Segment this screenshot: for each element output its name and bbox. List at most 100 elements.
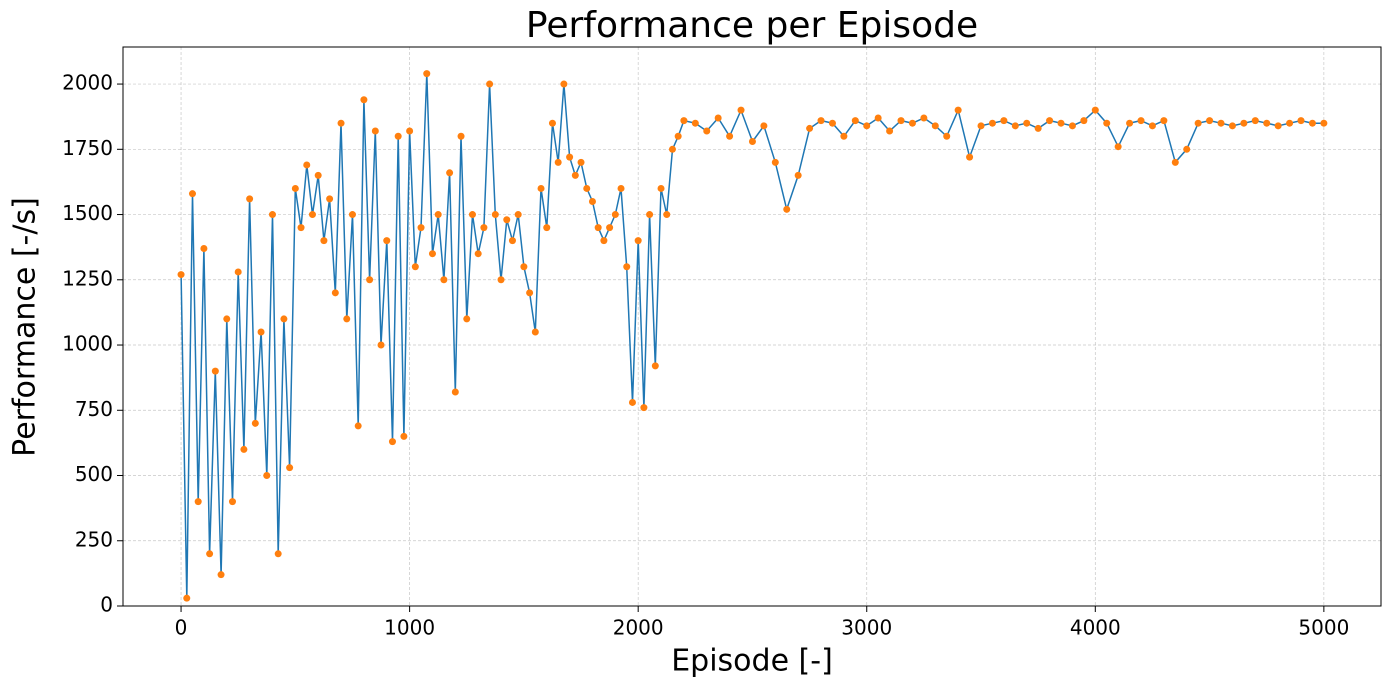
data-point [1057, 119, 1065, 127]
y-tick-label: 1500 [62, 201, 113, 225]
x-tick-label: 3000 [841, 616, 892, 640]
plot-frame [122, 46, 1382, 607]
data-point [537, 184, 545, 192]
data-point [491, 211, 499, 219]
data-point [503, 216, 511, 224]
x-tick-label: 5000 [1298, 616, 1349, 640]
x-axis-label: Episode [-] [671, 644, 833, 679]
data-point [360, 96, 368, 104]
data-point [286, 464, 294, 472]
data-point [794, 171, 802, 179]
data-point [474, 250, 482, 258]
data-point [1228, 122, 1236, 130]
data-point [1217, 119, 1225, 127]
data-point [931, 122, 939, 130]
data-point [628, 398, 636, 406]
data-point [508, 237, 516, 245]
data-point [291, 184, 299, 192]
y-tick-label: 1000 [62, 332, 113, 356]
data-point [1297, 117, 1305, 125]
data-point [177, 271, 185, 279]
data-point [543, 224, 551, 232]
series-line [180, 73, 1324, 599]
data-point [571, 171, 579, 179]
y-tick-label: 1250 [62, 266, 113, 290]
data-point [326, 195, 334, 203]
y-tick-label: 2000 [62, 71, 113, 95]
data-point [634, 237, 642, 245]
data-point [206, 550, 214, 558]
data-point [703, 127, 711, 135]
data-point [588, 197, 596, 205]
data-point [463, 315, 471, 323]
data-point [783, 205, 791, 213]
data-point [274, 550, 282, 558]
data-point [531, 328, 539, 336]
data-point [217, 571, 225, 579]
data-point [1263, 119, 1271, 127]
data-point [640, 404, 648, 412]
y-tick-label: 0 [100, 593, 113, 617]
data-point [920, 114, 928, 122]
data-point [383, 237, 391, 245]
y-tick-label: 500 [75, 462, 113, 486]
data-point [680, 117, 688, 125]
data-point [480, 224, 488, 232]
data-point [977, 122, 985, 130]
data-point [1171, 158, 1179, 166]
data-point [617, 184, 625, 192]
data-point [308, 211, 316, 219]
data-point [760, 122, 768, 130]
data-point [377, 341, 385, 349]
x-tick-label: 1000 [384, 616, 435, 640]
data-point [817, 117, 825, 125]
data-point [726, 132, 734, 140]
data-point [320, 237, 328, 245]
data-point [600, 237, 608, 245]
data-point [611, 211, 619, 219]
data-point [674, 132, 682, 140]
data-point [366, 276, 374, 284]
data-point [468, 211, 476, 219]
data-point [303, 161, 311, 169]
data-point [183, 594, 191, 602]
data-point [806, 124, 814, 132]
data-point [343, 315, 351, 323]
data-point [257, 328, 265, 336]
data-point [314, 171, 322, 179]
data-point [1000, 117, 1008, 125]
data-point [371, 127, 379, 135]
data-point [457, 132, 465, 140]
data-point [337, 119, 345, 127]
data-point [663, 211, 671, 219]
data-point [646, 211, 654, 219]
data-point [714, 114, 722, 122]
data-point [497, 276, 505, 284]
data-point [434, 211, 442, 219]
data-point [954, 106, 962, 114]
data-point [988, 119, 996, 127]
data-point [657, 184, 665, 192]
data-point [1137, 117, 1145, 125]
data-point [1320, 119, 1328, 127]
data-point [623, 263, 631, 271]
data-point [354, 422, 362, 430]
data-point [737, 106, 745, 114]
data-point [560, 80, 568, 88]
data-point [1240, 119, 1248, 127]
data-point [451, 388, 459, 396]
data-point [268, 211, 276, 219]
data-point [594, 224, 602, 232]
data-point [194, 498, 202, 506]
data-point [1091, 106, 1099, 114]
x-tick-label: 4000 [1070, 616, 1121, 640]
data-point [240, 445, 248, 453]
data-point [400, 432, 408, 440]
data-point [520, 263, 528, 271]
data-point [606, 224, 614, 232]
data-point [554, 158, 562, 166]
y-tick-label: 750 [75, 397, 113, 421]
data-point [908, 119, 916, 127]
data-point [428, 250, 436, 258]
data-point [566, 153, 574, 161]
